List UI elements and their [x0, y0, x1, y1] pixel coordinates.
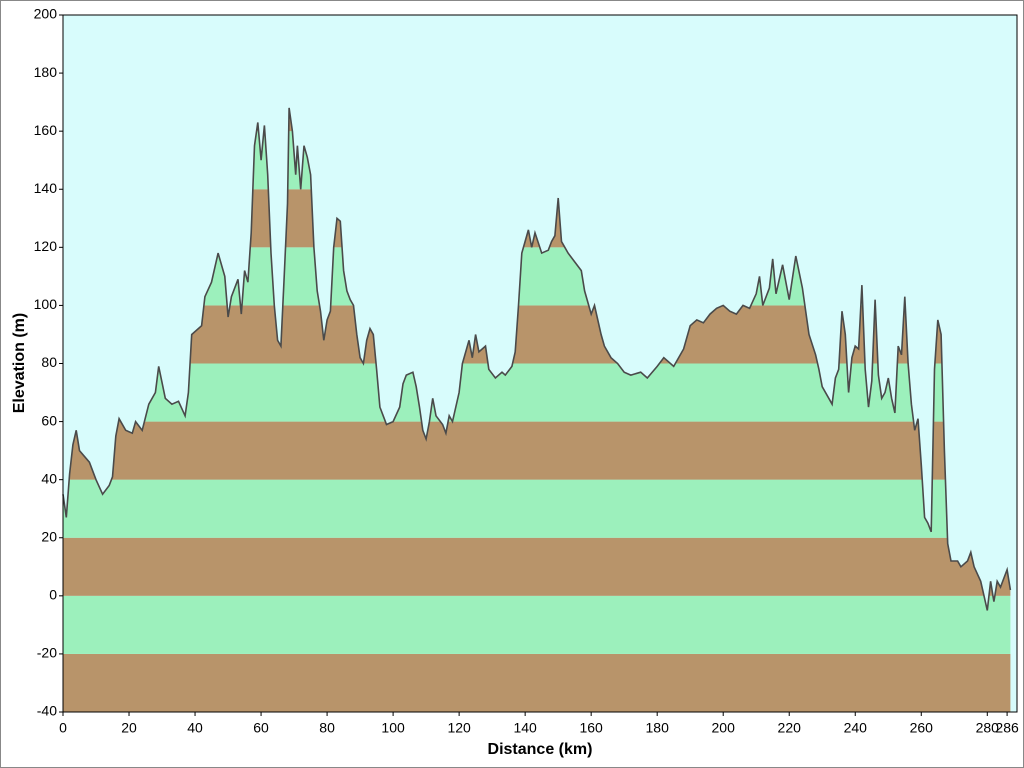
y-tick-label: 100 [34, 296, 58, 312]
y-tick-label: 0 [49, 587, 57, 603]
y-tick-label: 40 [41, 470, 57, 486]
x-tick-label: 80 [319, 720, 335, 736]
y-tick-label: -20 [37, 645, 57, 661]
y-tick-label: 140 [34, 180, 58, 196]
x-tick-label: 200 [712, 720, 736, 736]
x-axis-title: Distance (km) [488, 741, 593, 758]
elevation-band [63, 363, 1011, 422]
y-tick-label: -40 [37, 703, 57, 719]
x-tick-label: 100 [381, 720, 405, 736]
y-axis-title: Elevation (m) [11, 313, 28, 413]
y-tick-label: 60 [41, 412, 57, 428]
x-tick-label: 220 [778, 720, 802, 736]
y-tick-label: 200 [34, 6, 58, 22]
profile-line [62, 107, 1012, 611]
x-tick-label: 60 [253, 720, 269, 736]
elevation-band [63, 421, 1011, 480]
x-tick-label: 260 [910, 720, 934, 736]
x-tick-label: 40 [187, 720, 203, 736]
elevation-band [63, 479, 1011, 538]
x-tick-label: 120 [447, 720, 471, 736]
x-tick-label: 180 [646, 720, 670, 736]
elevation-band [63, 653, 1011, 712]
y-tick-label: 160 [34, 122, 58, 138]
y-tick-label: 80 [41, 354, 57, 370]
elevation-band [63, 595, 1011, 654]
elevation-band [63, 537, 1011, 596]
y-tick-label: 20 [41, 528, 57, 544]
x-tick-label: 286 [995, 720, 1019, 736]
x-tick-label: 280 [976, 720, 1000, 736]
x-tick-label: 0 [59, 720, 67, 736]
x-tick-label: 240 [844, 720, 868, 736]
y-tick-label: 120 [34, 238, 58, 254]
y-tick-label: 180 [34, 64, 58, 80]
x-tick-label: 140 [513, 720, 537, 736]
x-tick-label: 20 [121, 720, 137, 736]
x-tick-label: 160 [579, 720, 603, 736]
